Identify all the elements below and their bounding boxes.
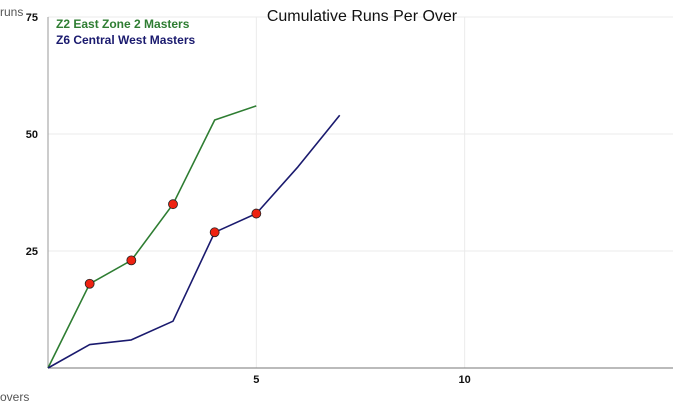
wicket-marker [84, 278, 95, 289]
tick-labels: 5 10 25 50 75 [26, 12, 471, 386]
series-lines [47, 105, 341, 369]
series-line [47, 105, 257, 369]
y-tick-label: 25 [26, 246, 38, 258]
chart-title: Cumulative Runs Per Over [267, 8, 458, 25]
wicket-marker [126, 255, 137, 266]
y-tick-label: 50 [26, 129, 38, 141]
y-tick-label: 75 [26, 12, 38, 24]
y-axis-label: runs [0, 5, 23, 19]
wicket-marker [168, 199, 178, 210]
wicket-marker [209, 227, 220, 238]
legend: Z2 East Zone 2 Masters Z6 Central West Ma… [56, 17, 195, 47]
wicket-markers [84, 199, 262, 289]
wicket-marker [251, 208, 262, 219]
x-tick-label: 5 [253, 374, 259, 386]
series-line [47, 114, 341, 369]
x-axis-label: overs [0, 390, 29, 404]
legend-entry: Z2 East Zone 2 Masters [56, 17, 190, 31]
legend-entry: Z6 Central West Masters [56, 33, 195, 47]
grid-lines [48, 16, 673, 368]
x-tick-label: 10 [459, 374, 471, 386]
